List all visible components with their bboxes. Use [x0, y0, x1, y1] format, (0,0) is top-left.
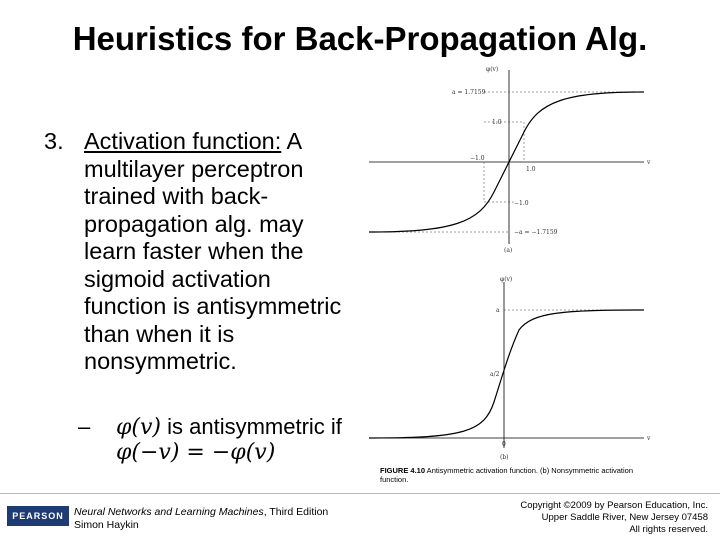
plot-a-x-label: v	[646, 159, 651, 166]
pearson-logo: PEARSON	[7, 506, 69, 526]
item-heading: Activation function:	[84, 128, 282, 154]
plot-b: φ(v) a a/2 0 v (b)	[368, 276, 651, 461]
figure-caption-text: Antisymmetric activation function. (b) N…	[380, 466, 634, 484]
sub-dash: –	[78, 414, 91, 439]
plot-a-a-label: a = 1.7159	[452, 89, 486, 96]
footer-copyright-1: Copyright ©2009 by Pearson Education, In…	[520, 500, 708, 511]
plot-a-curve	[368, 91, 645, 233]
footer-author: Simon Haykin	[74, 519, 139, 531]
sub-line-1: φ(v) is antisymmetric if	[116, 414, 342, 440]
plot-a: φ(v) a = 1.7159 1.0 −1.0 1.0 v −1.0 −a =…	[368, 66, 651, 254]
plot-a-neg-one-label: −1.0	[470, 155, 485, 162]
item-text: Activation function: A multilayer percep…	[84, 128, 354, 376]
slide-title: Heuristics for Back-Propagation Alg.	[72, 20, 648, 57]
plot-b-ylabel: φ(v)	[500, 276, 512, 283]
plot-b-panel: (b)	[500, 454, 509, 461]
footer-copyright-2: Upper Saddle River, New Jersey 07458	[541, 512, 708, 523]
plot-a-x-one-label: 1.0	[526, 166, 536, 173]
plot-a-ylabel: φ(v)	[486, 66, 498, 73]
plot-a-panel: (a)	[504, 247, 512, 254]
plot-b-a-label: a	[496, 307, 500, 314]
footer-book-italic: Neural Networks and Learning Machines	[74, 506, 264, 518]
footer-book-info: Neural Networks and Learning Machines, T…	[74, 506, 328, 532]
plot-b-curve	[368, 309, 645, 439]
figure-caption-label: FIGURE 4.10	[380, 466, 426, 475]
sub-text-1: is antisymmetric if	[161, 414, 342, 439]
sub-math-1: φ(v)	[116, 415, 161, 440]
footer-divider	[0, 493, 720, 494]
figure-caption: FIGURE 4.10 Antisymmetric activation fun…	[380, 466, 650, 484]
figure-activation-functions: φ(v) a = 1.7159 1.0 −1.0 1.0 v −1.0 −a =…	[368, 66, 651, 461]
item-number: 3.	[44, 128, 64, 154]
plot-a-neg-one-y-label: −1.0	[514, 200, 529, 207]
plot-a-neg-a-label: −a = −1.7159	[514, 229, 558, 236]
item-body: A multilayer perceptron trained with bac…	[84, 128, 342, 374]
plot-b-half-label: a/2	[490, 371, 500, 378]
plot-b-x-label: v	[646, 435, 651, 442]
footer-copyright: Copyright ©2009 by Pearson Education, In…	[520, 500, 708, 536]
footer-copyright-3: All rights reserved.	[629, 524, 708, 535]
plot-a-one-label: 1.0	[492, 119, 502, 126]
sub-math-2: φ(−v) = −φ(v)	[116, 440, 276, 465]
footer-book-edition: , Third Edition	[263, 506, 329, 518]
plot-b-zero-label: 0	[502, 441, 506, 448]
footer-book-title: Neural Networks and Learning Machines, T…	[74, 506, 328, 519]
